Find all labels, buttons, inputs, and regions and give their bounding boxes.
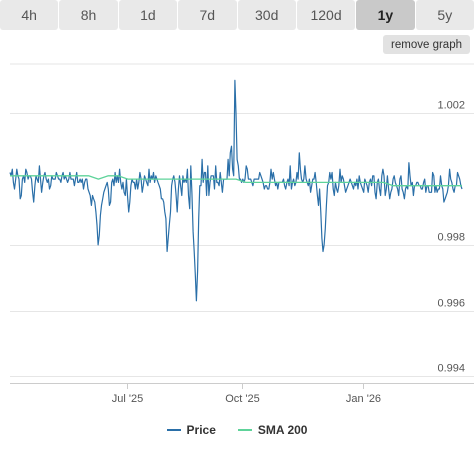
y-tick-label: 0.998 — [437, 232, 465, 244]
legend-swatch-price — [166, 429, 181, 431]
x-tick-label: Oct '25 — [225, 393, 260, 405]
series-line-sma-200 — [10, 175, 462, 187]
x-tick-label: Jul '25 — [112, 393, 143, 405]
y-tick-label: 0.994 — [437, 363, 465, 375]
legend-swatch-sma — [237, 429, 252, 431]
x-tick-label: Jan '26 — [346, 393, 381, 405]
remove-graph-button[interactable]: remove graph — [383, 35, 470, 54]
range-tab-120d[interactable]: 120d — [296, 0, 356, 30]
series-line-price — [9, 79, 463, 302]
range-tab-4h[interactable]: 4h — [0, 0, 59, 30]
range-tab-7d[interactable]: 7d — [178, 0, 237, 30]
range-tab-8h[interactable]: 8h — [59, 0, 118, 30]
legend-item-price[interactable]: Price — [166, 420, 216, 440]
legend-label-price: Price — [186, 423, 216, 437]
range-tab-1d[interactable]: 1d — [118, 0, 178, 30]
legend-label-sma: SMA 200 — [257, 423, 308, 437]
y-tick-label: 1.002 — [437, 100, 465, 112]
range-tabs: 4h 8h 1d 7d 30d 120d 1y 5y — [0, 0, 474, 30]
legend-item-sma[interactable]: SMA 200 — [237, 420, 308, 440]
chart-legend: Price SMA 200 — [0, 420, 474, 440]
range-tab-30d[interactable]: 30d — [237, 0, 296, 30]
y-tick-label: 0.996 — [437, 298, 465, 310]
range-tab-1y[interactable]: 1y — [356, 0, 415, 30]
price-chart: 1.002 0.998 0.996 0.994 Jul '25 Oct '25 Jan '2… — [9, 63, 474, 405]
range-tab-5y[interactable]: 5y — [415, 0, 474, 30]
